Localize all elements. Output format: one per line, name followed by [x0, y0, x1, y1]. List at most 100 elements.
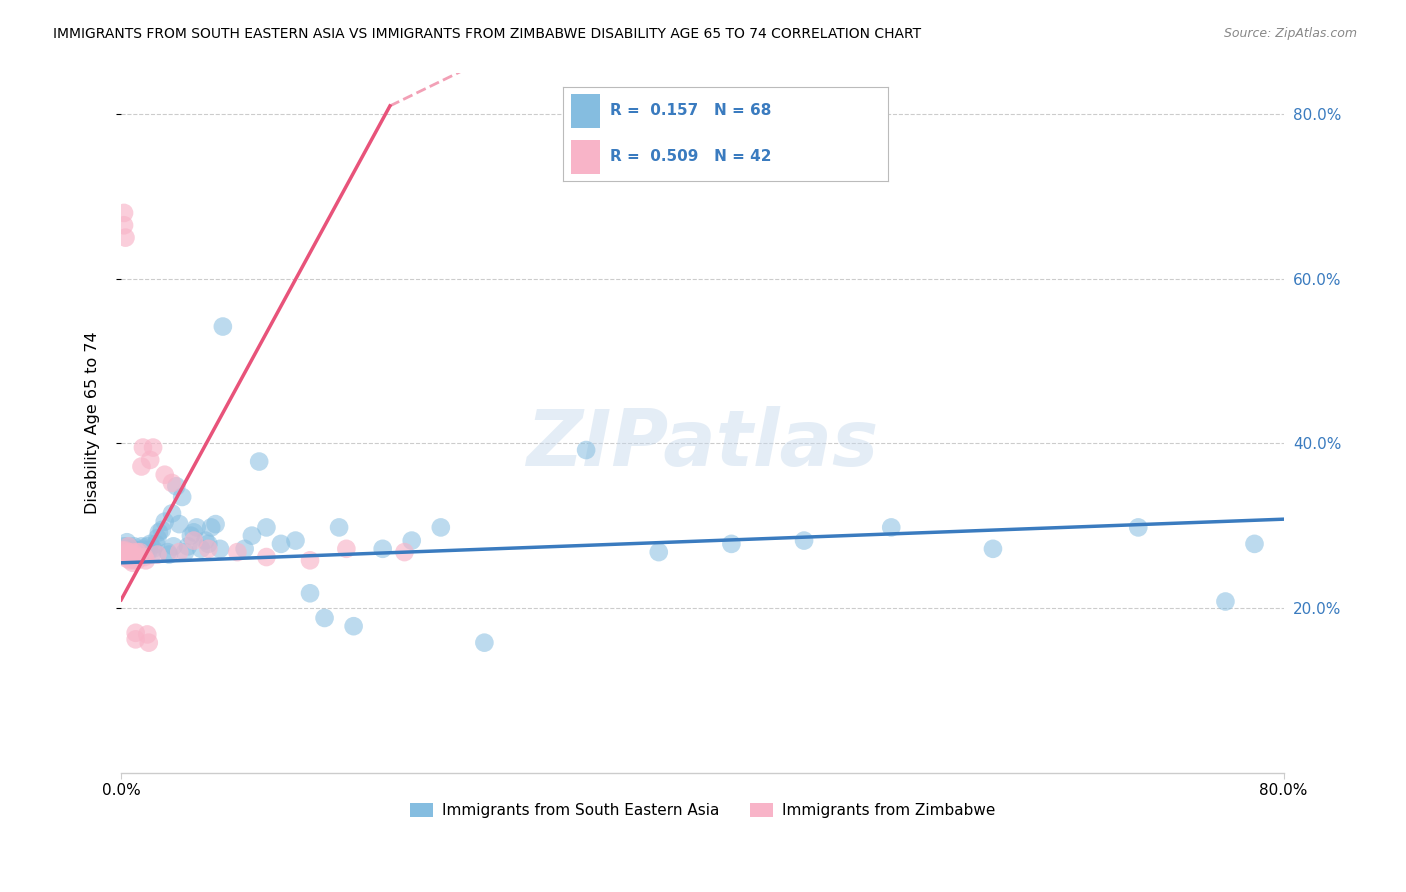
Point [880, 520, 903, 534]
Point [180, 528, 202, 542]
Point [114, 543, 136, 558]
Text: ZIPatlas: ZIPatlas [526, 406, 879, 482]
Point [122, 539, 145, 553]
Point [134, 549, 156, 564]
Point [172, 490, 194, 504]
Point [111, 543, 134, 558]
Point [299, 553, 322, 567]
Point [160, 475, 183, 490]
Point [142, 541, 165, 556]
Point [141, 548, 163, 562]
Point [122, 549, 145, 564]
Point [174, 545, 197, 559]
Point [371, 541, 394, 556]
Point [129, 545, 152, 559]
Text: Source: ZipAtlas.com: Source: ZipAtlas.com [1223, 27, 1357, 40]
Point [1128, 520, 1150, 534]
Point [204, 517, 226, 532]
Point [160, 507, 183, 521]
Point [115, 551, 138, 566]
Point [117, 545, 139, 559]
Point [117, 539, 139, 553]
Point [233, 541, 256, 556]
Point [474, 635, 496, 649]
Point [122, 553, 145, 567]
Point [132, 441, 155, 455]
Point [124, 543, 146, 558]
Point [793, 533, 815, 548]
Point [121, 545, 143, 559]
Point [240, 528, 263, 542]
Point [115, 548, 138, 562]
Point [120, 543, 142, 558]
Legend: Immigrants from South Eastern Asia, Immigrants from Zimbabwe: Immigrants from South Eastern Asia, Immi… [404, 797, 1001, 824]
Point [197, 541, 219, 556]
Point [284, 533, 307, 548]
Point [118, 549, 141, 564]
Point [401, 533, 423, 548]
Point [194, 533, 217, 548]
Point [167, 545, 190, 559]
Point [148, 525, 170, 540]
Point [124, 632, 146, 647]
Point [430, 520, 453, 534]
Point [335, 541, 357, 556]
Point [157, 548, 180, 562]
Point [112, 219, 135, 233]
Point [139, 453, 162, 467]
Point [138, 543, 160, 558]
Point [124, 625, 146, 640]
Point [118, 545, 141, 559]
Point [314, 611, 336, 625]
Point [134, 543, 156, 558]
Point [132, 541, 155, 556]
Point [120, 551, 142, 566]
Point [575, 443, 598, 458]
Point [270, 537, 292, 551]
Point [127, 545, 149, 559]
Point [247, 454, 270, 468]
Point [128, 548, 150, 562]
Y-axis label: Disability Age 65 to 74: Disability Age 65 to 74 [86, 332, 100, 514]
Point [394, 545, 416, 559]
Point [131, 539, 153, 553]
Point [186, 520, 208, 534]
Point [197, 537, 219, 551]
Point [146, 548, 169, 562]
Point [167, 517, 190, 532]
Point [177, 539, 200, 553]
Point [200, 520, 222, 534]
Point [117, 539, 139, 553]
Point [226, 545, 249, 559]
Point [153, 515, 176, 529]
Point [127, 553, 149, 567]
Point [153, 467, 176, 482]
Point [165, 479, 187, 493]
Text: IMMIGRANTS FROM SOUTH EASTERN ASIA VS IMMIGRANTS FROM ZIMBABWE DISABILITY AGE 65: IMMIGRANTS FROM SOUTH EASTERN ASIA VS IM… [53, 27, 921, 41]
Point [136, 627, 159, 641]
Point [256, 549, 278, 564]
Point [211, 319, 233, 334]
Point [138, 635, 160, 649]
Point [135, 545, 157, 559]
Point [1243, 537, 1265, 551]
Point [720, 537, 742, 551]
Point [142, 441, 165, 455]
Point [183, 533, 205, 548]
Point [145, 537, 167, 551]
Point [146, 531, 169, 545]
Point [162, 539, 184, 553]
Point [208, 541, 231, 556]
Point [328, 520, 350, 534]
Point [343, 619, 366, 633]
Point [981, 541, 1004, 556]
Point [121, 556, 143, 570]
Point [114, 230, 136, 244]
Point [121, 541, 143, 556]
Point [114, 543, 136, 558]
Point [150, 523, 173, 537]
Point [129, 543, 152, 558]
Point [299, 586, 322, 600]
Point [131, 459, 153, 474]
Point [128, 549, 150, 564]
